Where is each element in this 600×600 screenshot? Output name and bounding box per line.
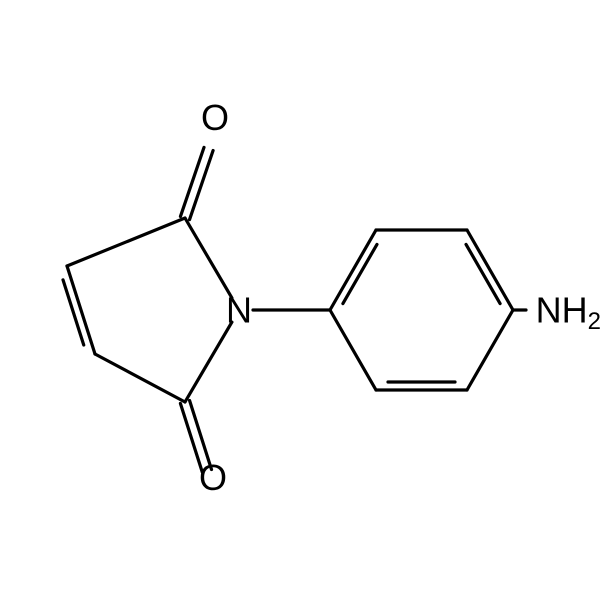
atom-label-O7: O <box>199 457 227 498</box>
atom-label-N5: N <box>226 290 252 331</box>
atom-label-O6: O <box>201 97 229 138</box>
molecule-diagram: N O O NH2 <box>0 0 600 600</box>
atom-label-N14: NH2 <box>536 290 600 335</box>
